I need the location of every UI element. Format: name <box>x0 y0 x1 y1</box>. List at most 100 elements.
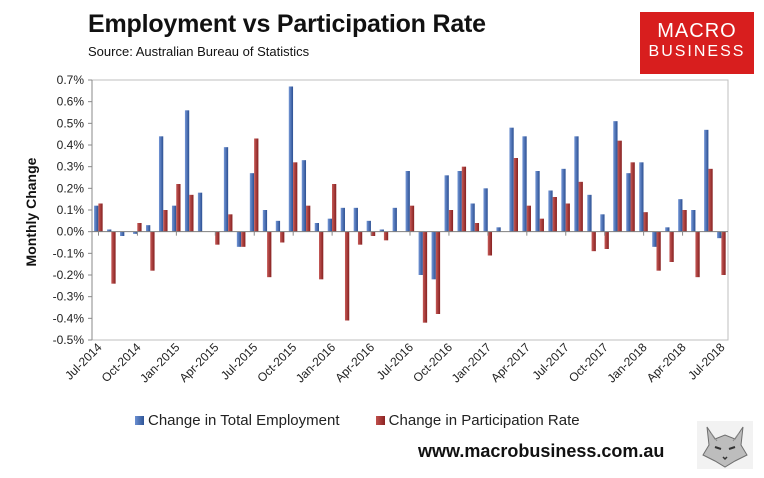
participation-bar <box>461 166 467 232</box>
participation-bar <box>643 212 648 232</box>
employment-bar <box>418 231 423 275</box>
participation-bar <box>357 231 363 245</box>
participation-bar <box>163 210 168 232</box>
participation-bar <box>487 231 493 256</box>
participation-bar <box>111 231 116 284</box>
employment-bar <box>366 220 371 232</box>
y-tick-label: 0.4% <box>57 138 85 152</box>
y-tick-label: 0.0% <box>57 225 85 239</box>
x-tick-label: Jul-2015 <box>218 340 261 383</box>
employment-bar <box>158 136 164 232</box>
employment-bar <box>133 231 138 234</box>
employment-bar <box>626 173 631 232</box>
participation-bar <box>604 231 609 249</box>
legend-employment-label: Change in Total Employment <box>148 412 340 429</box>
y-tick-label: -0.5% <box>53 333 85 347</box>
x-tick-label: Jul-2017 <box>529 340 572 383</box>
employment-bar <box>288 86 294 232</box>
employment-bar <box>107 229 112 232</box>
legend-employment: Change in Total Employment <box>135 412 340 429</box>
employment-bar <box>717 231 722 239</box>
participation-bar <box>565 203 570 232</box>
participation-bar <box>306 205 311 232</box>
participation-bar <box>383 231 389 241</box>
participation-bar <box>552 197 557 232</box>
employment-bar <box>431 231 436 280</box>
employment-bar <box>639 162 644 232</box>
participation-bar <box>215 231 220 245</box>
employment-bar <box>548 190 553 232</box>
x-tick-label: Oct-2017 <box>566 340 611 385</box>
participation-bar <box>682 210 687 232</box>
y-tick-label: 0.6% <box>57 95 85 109</box>
employment-bar <box>691 210 696 232</box>
y-tick-label: -0.1% <box>53 246 85 260</box>
employment-bar <box>236 231 242 247</box>
bar-chart: -0.5% -0.4% -0.3% -0.2% -0.1% 0.0% 0.1% 0.2% 0.3… <box>23 73 729 386</box>
employment-bar <box>120 231 125 236</box>
logo-line-2: BUSINESS <box>648 43 746 60</box>
chart-title: Employment vs Participation Rate <box>88 10 486 38</box>
employment-bar <box>327 218 332 232</box>
y-tick-label: 0.7% <box>57 73 85 87</box>
employment-bar <box>652 231 657 247</box>
legend-participation: Change in Participation Rate <box>375 412 580 429</box>
participation-bar <box>630 162 635 232</box>
y-tick-label: -0.3% <box>53 290 85 304</box>
logo-line-1: MACRO <box>657 20 737 42</box>
participation-bar <box>617 140 622 232</box>
participation-bar <box>578 181 583 232</box>
employment-bar <box>94 205 99 232</box>
participation-bar <box>656 231 661 271</box>
website-url[interactable]: www.macrobusiness.com.au <box>418 441 665 461</box>
employment-bar <box>197 192 203 232</box>
chart-source: Source: Australian Bureau of Statistics <box>88 44 310 59</box>
participation-bar <box>319 231 324 280</box>
employment-bar <box>678 199 683 232</box>
participation-bar <box>150 231 155 271</box>
participation-bar <box>448 210 454 232</box>
x-tick-label: Oct-2016 <box>410 340 455 385</box>
employment-bar <box>457 171 462 232</box>
x-tick-label: Apr-2016 <box>332 340 377 385</box>
wolf-mascot-icon <box>697 421 753 469</box>
employment-bar <box>353 207 358 232</box>
employment-bar <box>574 136 579 232</box>
x-tick-label: Oct-2014 <box>99 340 144 385</box>
x-tick-label: Apr-2017 <box>488 340 533 385</box>
employment-bar <box>522 136 527 232</box>
employment-bar <box>262 210 268 232</box>
employment-bar <box>509 127 514 232</box>
legend-participation-label: Change in Participation Rate <box>388 412 580 429</box>
employment-bar <box>223 147 229 232</box>
x-tick-label: Jan-2017 <box>449 340 495 386</box>
participation-bar <box>176 184 181 232</box>
employment-bar <box>379 229 384 232</box>
participation-bar <box>695 231 700 278</box>
participation-bar <box>98 203 103 232</box>
x-tick-label: Apr-2015 <box>177 340 222 385</box>
employment-bar <box>535 171 540 232</box>
participation-bar <box>669 231 674 262</box>
employment-bar <box>665 227 670 232</box>
participation-bar <box>331 184 337 232</box>
legend-employment-swatch <box>135 416 144 425</box>
employment-bar <box>483 188 488 232</box>
chart-legend: Change in Total Employment Change in Par… <box>135 412 612 429</box>
participation-bar <box>370 231 376 236</box>
employment-bar <box>171 205 177 232</box>
y-tick-label: -0.2% <box>53 268 85 282</box>
x-tick-label: Jul-2018 <box>685 340 728 383</box>
y-axis-label: Monthly Change <box>23 157 39 266</box>
x-tick-label: Jul-2016 <box>374 340 417 383</box>
y-tick-label: 0.2% <box>57 181 85 195</box>
participation-bar <box>474 223 480 232</box>
employment-bar <box>444 175 449 232</box>
employment-bar <box>301 160 307 232</box>
participation-bar <box>189 194 194 232</box>
participation-bar <box>293 162 298 232</box>
x-tick-label: Jan-2016 <box>293 340 339 386</box>
x-tick-label: Oct-2015 <box>255 340 300 385</box>
employment-bar <box>314 223 320 232</box>
employment-bar <box>184 110 190 232</box>
